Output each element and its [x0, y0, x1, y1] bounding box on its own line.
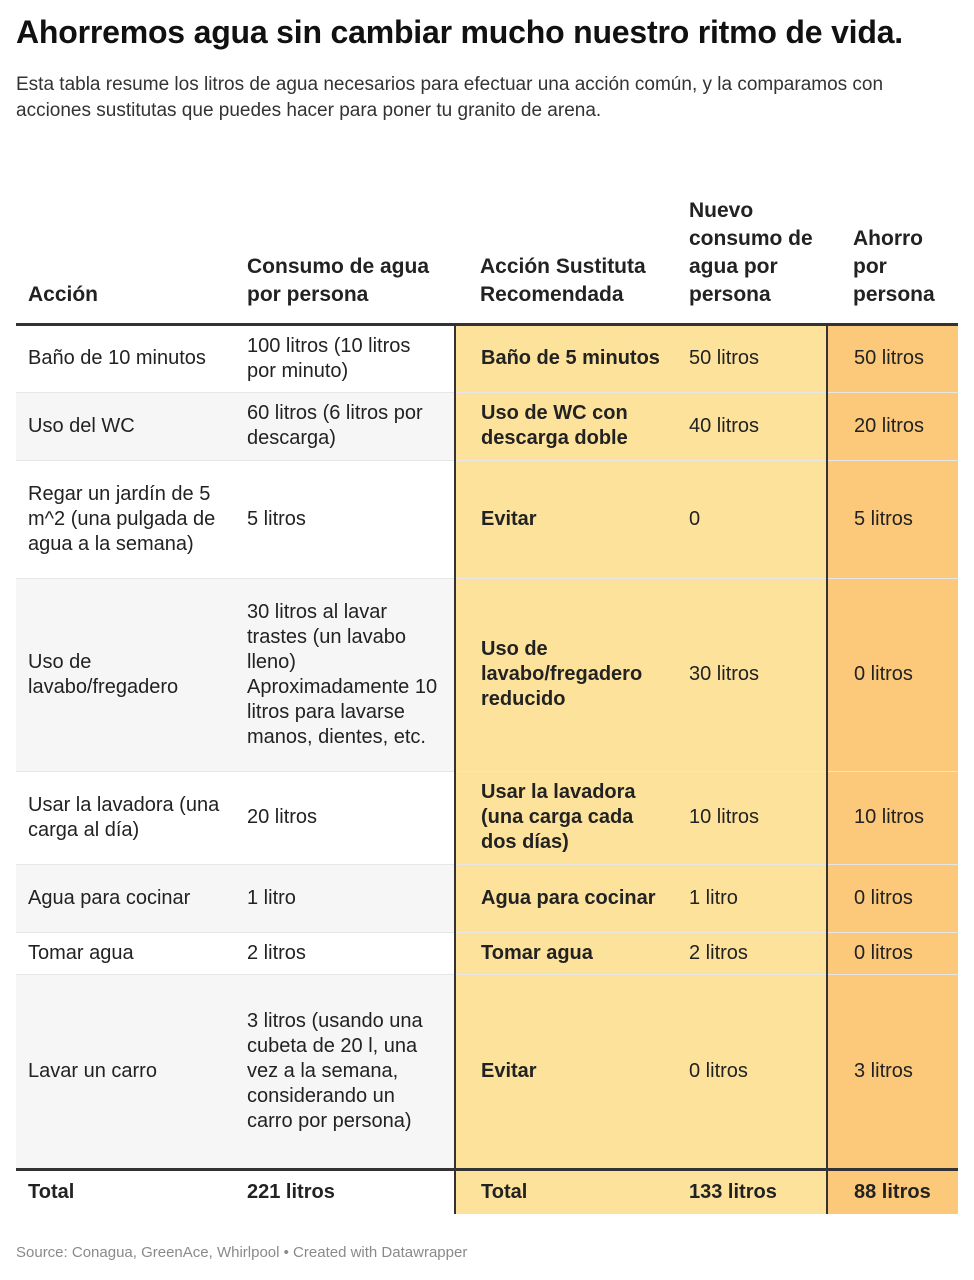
cell-accion-sustituta: Evitar	[454, 974, 677, 1169]
cell-accion: Uso de lavabo/fregadero	[16, 578, 235, 771]
chart-subtitle: Esta tabla resume los litros de agua nec…	[16, 74, 884, 121]
cell-accion-sustituta: Tomar agua	[454, 932, 677, 974]
cell-nuevo-consumo: 2 litros	[677, 932, 827, 974]
table-row: Regar un jardín de 5 m^2 (una pulgada de…	[16, 460, 958, 578]
cell-ahorro: 20 litros	[826, 392, 958, 460]
cell-accion: Tomar agua	[28, 941, 134, 964]
table-row: Usar la lavadora (una carga al día) 20 l…	[16, 771, 958, 864]
cell-accion-sustituta: Uso de lavabo/fregadero reducido	[454, 578, 677, 771]
cell-nuevo-consumo: 0	[677, 460, 827, 578]
cell-consumo: 30 litros al lavar trastes (un lavabo ll…	[235, 578, 455, 771]
water-savings-table: Acción Consumo de agua por persona Acció…	[16, 160, 958, 1214]
column-header-nuevo-consumo: Nuevo consumo de agua por persona	[689, 198, 813, 306]
total-consumo: 221 litros	[247, 1180, 335, 1203]
cell-consumo: 1 litro	[235, 864, 455, 932]
table-row: Lavar un carro 3 litros (usando una cube…	[16, 974, 958, 1169]
cell-accion: Agua para cocinar	[16, 864, 235, 932]
cell-ahorro: 3 litros	[826, 974, 958, 1169]
table-row: Baño de 10 minutos 100 litros (10 litros…	[16, 324, 958, 392]
cell-ahorro: 5 litros	[826, 460, 958, 578]
chart-title: Ahorremos agua sin cambiar mucho nuestro…	[16, 14, 903, 50]
column-header-accion: Acción	[28, 282, 99, 306]
column-header-consumo: Consumo de agua por persona	[247, 254, 430, 306]
cell-nuevo-consumo: 50 litros	[677, 324, 827, 392]
column-header-ahorro: Ahorro por persona	[853, 226, 935, 306]
cell-nuevo-consumo: 40 litros	[677, 392, 827, 460]
cell-accion-sustituta: Agua para cocinar	[454, 864, 677, 932]
cell-nuevo-consumo: 1 litro	[677, 864, 827, 932]
cell-accion: Baño de 10 minutos	[28, 347, 206, 369]
cell-consumo: 60 litros (6 litros por descarga)	[235, 392, 455, 460]
cell-ahorro: 10 litros	[826, 771, 958, 864]
table-row: Agua para cocinar 1 litro Agua para coci…	[16, 864, 958, 932]
table-row: Uso del WC 60 litros (6 litros por desca…	[16, 392, 958, 460]
cell-nuevo-consumo: 10 litros	[677, 771, 827, 864]
source-note: Source: Conagua, GreenAce, Whirlpool • C…	[16, 1244, 468, 1261]
column-header-accion-sustituta: Acción Sustituta Recomendada	[480, 254, 646, 306]
total-label-sustituta: Total	[454, 1169, 677, 1214]
cell-accion-sustituta: Evitar	[454, 460, 677, 578]
total-row: Total 221 litros Total 133 litros 88 lit…	[16, 1169, 958, 1214]
table-row: Tomar agua 2 litros Tomar agua 2 litros …	[16, 932, 958, 974]
total-label: Total	[28, 1180, 75, 1203]
cell-nuevo-consumo: 0 litros	[677, 974, 827, 1169]
cell-ahorro: 0 litros	[826, 932, 958, 974]
cell-ahorro: 0 litros	[826, 578, 958, 771]
cell-ahorro: 50 litros	[826, 324, 958, 392]
cell-ahorro: 0 litros	[826, 864, 958, 932]
cell-accion: Regar un jardín de 5 m^2 (una pulgada de…	[28, 482, 216, 555]
cell-nuevo-consumo: 30 litros	[677, 578, 827, 771]
table-row: Uso de lavabo/fregadero 30 litros al lav…	[16, 578, 958, 771]
cell-accion-sustituta: Baño de 5 minutos	[454, 324, 677, 392]
cell-consumo: 20 litros	[247, 806, 318, 828]
cell-accion: Usar la lavadora (una carga al día)	[28, 793, 220, 841]
cell-accion-sustituta: Uso de WC con descarga doble	[454, 392, 677, 460]
cell-accion-sustituta: Usar la lavadora (una carga cada dos día…	[454, 771, 677, 864]
cell-consumo: 2 litros	[247, 941, 306, 964]
cell-consumo: 3 litros (usando una cubeta de 20 l, una…	[235, 974, 455, 1169]
cell-accion: Uso del WC	[16, 392, 235, 460]
total-ahorro: 88 litros	[826, 1169, 958, 1214]
cell-accion: Lavar un carro	[16, 974, 235, 1169]
cell-consumo: 5 litros	[247, 507, 306, 530]
cell-consumo: 100 litros (10 litros por minuto)	[247, 334, 411, 382]
total-nuevo-consumo: 133 litros	[677, 1169, 827, 1214]
